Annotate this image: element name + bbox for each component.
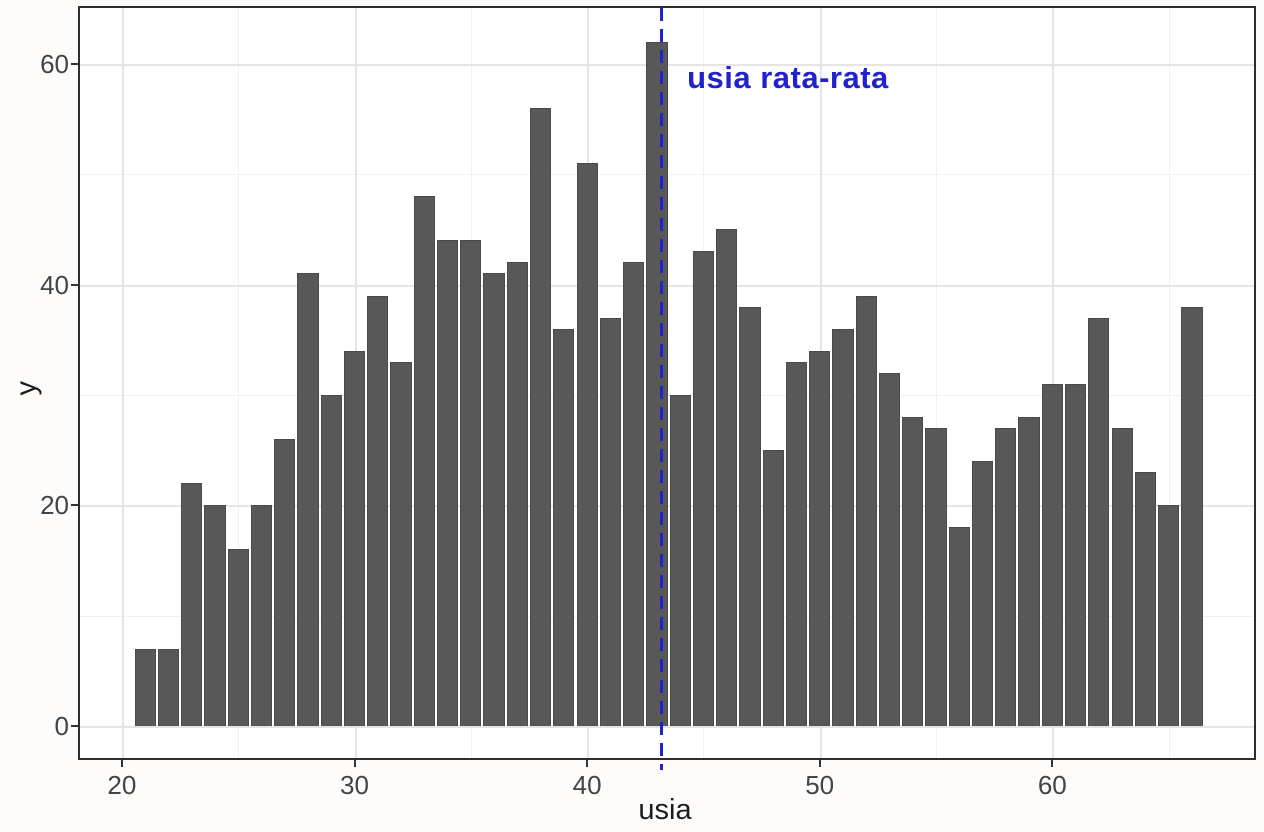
- histogram-bar: [1065, 383, 1087, 727]
- y-tick-label: 60: [40, 48, 69, 79]
- histogram-bar: [902, 417, 924, 727]
- y-tick-label: 40: [40, 269, 69, 300]
- y-tick-mark: [71, 725, 78, 728]
- histogram-bar: [948, 527, 970, 727]
- histogram-bar: [995, 428, 1017, 727]
- histogram-bar: [1181, 306, 1203, 726]
- x-tick-label: 30: [340, 770, 369, 800]
- x-tick-mark: [120, 760, 123, 767]
- y-axis-title: y: [10, 381, 43, 396]
- histogram-bar: [157, 648, 180, 727]
- histogram-bar: [227, 549, 249, 727]
- y-tick-mark: [71, 283, 78, 286]
- x-tick-label: 50: [805, 770, 835, 800]
- histogram-bar: [460, 240, 482, 727]
- x-tick-label: 20: [107, 770, 137, 800]
- mean-annotation-label: usia rata-rata: [687, 60, 889, 96]
- histogram-bar: [1041, 383, 1063, 727]
- histogram-bar: [623, 262, 645, 727]
- gridline-vertical: [121, 8, 124, 758]
- gridline-vertical: [1168, 8, 1170, 758]
- histogram-bar: [1134, 472, 1156, 727]
- histogram-bar: [436, 240, 459, 727]
- histogram-bar: [785, 361, 808, 726]
- histogram-bar: [390, 361, 412, 726]
- histogram-bar: [1088, 317, 1110, 727]
- x-tick-mark: [1051, 760, 1054, 767]
- histogram-bar: [506, 262, 528, 727]
- gridline-vertical: [1052, 8, 1055, 758]
- histogram-bar: [413, 196, 435, 727]
- histogram-bar: [367, 295, 389, 727]
- histogram-bar: [181, 483, 203, 727]
- histogram-bar: [692, 251, 715, 727]
- histogram-bar: [553, 328, 575, 727]
- histogram-bar: [832, 328, 854, 727]
- histogram-bar: [855, 295, 877, 727]
- histogram-bar: [576, 163, 598, 727]
- x-tick-label: 60: [1037, 770, 1067, 800]
- histogram-bar: [762, 450, 784, 727]
- x-tick-mark: [818, 760, 821, 767]
- mean-dashed-line: [660, 8, 663, 770]
- gridline-horizontal: [80, 726, 1254, 729]
- histogram-bar: [809, 350, 831, 727]
- histogram-bar: [297, 273, 319, 727]
- histogram-bar: [320, 394, 342, 727]
- histogram-bar: [878, 372, 901, 727]
- gridline-vertical: [936, 8, 937, 758]
- y-tick-label: 0: [54, 711, 69, 742]
- x-axis-title: usia: [638, 794, 692, 826]
- histogram-bar: [739, 306, 761, 726]
- histogram-bar: [250, 505, 273, 727]
- y-tick-label: 20: [40, 490, 69, 521]
- histogram-bar: [599, 317, 621, 727]
- histogram-bar: [646, 41, 668, 727]
- x-tick-label: 40: [572, 770, 602, 800]
- histogram-bar: [971, 461, 994, 727]
- histogram-bar: [274, 439, 296, 727]
- histogram-bar: [925, 428, 947, 727]
- gridline-vertical: [238, 8, 240, 758]
- histogram-bar: [716, 229, 738, 727]
- plot-panel: usia rata-rata: [78, 6, 1256, 770]
- histogram-bar: [529, 107, 552, 727]
- histogram-bar: [1111, 428, 1133, 727]
- histogram-bar: [204, 505, 226, 727]
- y-tick-mark: [71, 62, 78, 65]
- x-tick-mark: [353, 760, 356, 767]
- x-tick-mark: [586, 760, 589, 767]
- histogram-bar: [483, 273, 505, 727]
- histogram-bar: [669, 394, 691, 727]
- y-tick-mark: [71, 504, 78, 507]
- histogram-bar: [134, 648, 156, 727]
- histogram-bar: [1158, 505, 1180, 727]
- histogram-bar: [1018, 417, 1040, 727]
- histogram-bar: [343, 350, 366, 727]
